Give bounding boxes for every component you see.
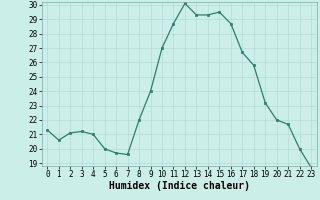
X-axis label: Humidex (Indice chaleur): Humidex (Indice chaleur) (109, 181, 250, 191)
